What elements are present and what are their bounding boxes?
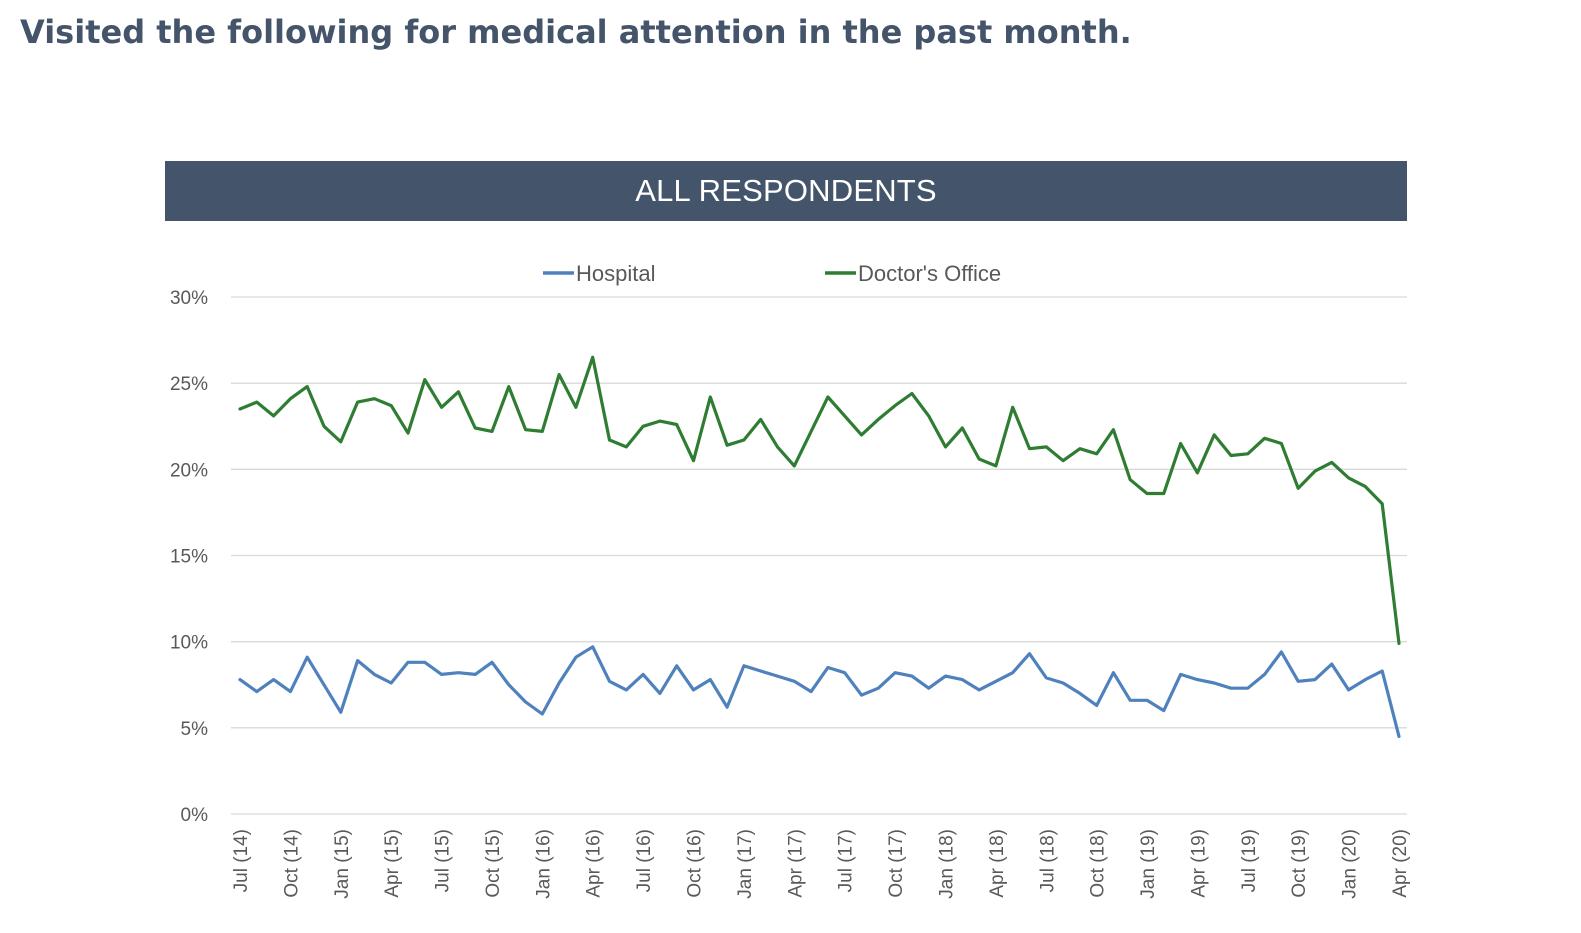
x-tick-label: Jan (15) <box>332 829 353 899</box>
x-tick-label: Apr (16) <box>584 829 605 898</box>
x-tick-label: Jan (16) <box>533 829 554 899</box>
x-tick-label: Oct (16) <box>685 829 706 898</box>
x-tick-label: Apr (15) <box>382 829 403 898</box>
x-tick-label: Jul (14) <box>231 829 252 892</box>
x-tick-label: Oct (14) <box>281 829 302 898</box>
banner-title: ALL RESPONDENTS <box>635 173 937 208</box>
y-tick-label: 30% <box>170 288 208 309</box>
y-tick-label: 10% <box>170 633 208 654</box>
x-tick-label: Oct (17) <box>886 829 907 898</box>
legend-label-doctor-s-office: Doctor's Office <box>858 261 1001 286</box>
x-tick-label: Oct (19) <box>1289 829 1310 898</box>
series-line-doctor-s-office <box>238 355 1401 646</box>
y-tick-label: 0% <box>181 805 209 826</box>
x-tick-label: Jul (17) <box>836 829 857 892</box>
y-axis-ticks: 0% 5% 10% 15% 20% 25% 30% <box>170 288 208 826</box>
x-tick-label: Jan (19) <box>1138 829 1159 899</box>
series-line-hospital <box>238 645 1401 739</box>
x-tick-label: Jan (18) <box>936 829 957 899</box>
x-tick-label: Jul (16) <box>634 829 655 892</box>
y-tick-label: 20% <box>170 460 208 481</box>
x-tick-label: Apr (20) <box>1390 829 1411 898</box>
page-title: Visited the following for medical attent… <box>20 13 1132 51</box>
chart-legend: Hospital Doctor's Office <box>543 261 1001 286</box>
x-tick-label: Apr (19) <box>1188 829 1209 898</box>
y-tick-label: 25% <box>170 374 208 395</box>
series-lines <box>238 355 1401 739</box>
gridlines <box>231 296 1407 815</box>
legend-label-hospital: Hospital <box>576 261 655 286</box>
x-tick-label: Jan (20) <box>1340 829 1361 899</box>
x-tick-label: Jan (17) <box>735 829 756 899</box>
y-tick-label: 15% <box>170 547 208 568</box>
x-tick-label: Jul (18) <box>1037 829 1058 892</box>
x-tick-label: Apr (17) <box>785 829 806 898</box>
x-tick-label: Apr (18) <box>987 829 1008 898</box>
chart-header-banner: ALL RESPONDENTS <box>165 161 1407 221</box>
x-axis-ticks: Jul (14) Oct (14) Jan (15) Apr (15) Jul (15)… <box>231 829 1411 899</box>
x-tick-label: Jul (15) <box>433 829 454 892</box>
x-tick-label: Oct (15) <box>483 829 504 898</box>
y-tick-label: 5% <box>181 719 209 740</box>
x-tick-label: Jul (19) <box>1239 829 1260 892</box>
x-tick-label: Oct (18) <box>1088 829 1109 898</box>
